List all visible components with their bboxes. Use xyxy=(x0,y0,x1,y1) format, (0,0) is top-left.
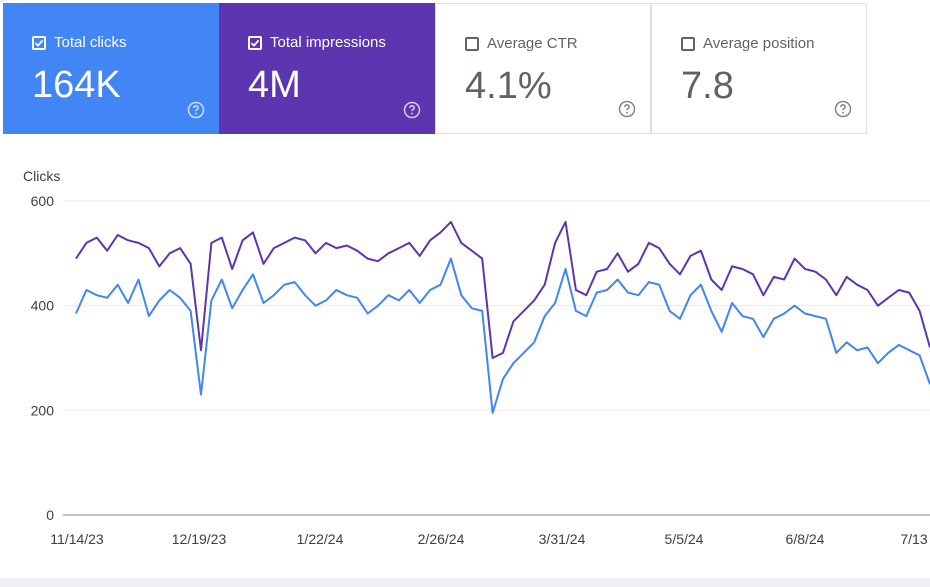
checkbox-unchecked-icon[interactable] xyxy=(681,37,695,51)
x-tick-label: 6/8/24 xyxy=(786,531,825,547)
total-clicks-card[interactable]: Total clicks 164K xyxy=(3,3,219,134)
card-header: Total clicks xyxy=(32,32,127,54)
x-tick-label: 2/26/24 xyxy=(418,531,465,547)
card-label: Average CTR xyxy=(487,35,578,52)
help-icon[interactable] xyxy=(403,101,421,119)
card-label: Total clicks xyxy=(54,34,127,51)
help-icon[interactable] xyxy=(834,100,852,118)
help-icon[interactable] xyxy=(618,100,636,118)
checkbox-checked-icon[interactable] xyxy=(32,36,46,50)
total-impressions-card[interactable]: Total impressions 4M xyxy=(219,3,435,134)
card-value: 164K xyxy=(32,64,121,106)
average-position-card[interactable]: Average position 7.8 xyxy=(651,3,867,134)
x-tick-label: 5/5/24 xyxy=(665,531,704,547)
y-tick-label: 200 xyxy=(31,402,55,418)
y-tick-label: 0 xyxy=(46,507,54,523)
card-value: 4.1% xyxy=(465,65,552,107)
x-tick-label: 1/22/24 xyxy=(297,531,344,547)
card-header: Total impressions xyxy=(248,32,386,54)
x-tick-label: 7/13 xyxy=(900,531,927,547)
x-tick-label: 12/19/23 xyxy=(172,531,227,547)
x-tick-label: 11/14/23 xyxy=(50,531,104,547)
checkbox-checked-icon[interactable] xyxy=(248,36,262,50)
card-label: Total impressions xyxy=(270,34,386,51)
y-tick-label: 600 xyxy=(31,193,55,209)
card-value: 4M xyxy=(248,64,301,106)
checkbox-unchecked-icon[interactable] xyxy=(465,37,479,51)
metric-cards: Total clicks 164K Total impressions 4M xyxy=(3,3,867,134)
x-tick-label: 3/31/24 xyxy=(539,531,586,547)
average-ctr-card[interactable]: Average CTR 4.1% xyxy=(435,3,651,134)
card-header: Average position xyxy=(681,33,814,55)
card-label: Average position xyxy=(703,35,815,52)
impressions-series-line xyxy=(75,220,930,359)
card-header: Average CTR xyxy=(465,33,578,55)
y-tick-label: 400 xyxy=(31,298,55,314)
card-value: 7.8 xyxy=(681,65,734,107)
clicks-impressions-chart: Clicks 0 200 400 600 11/14/23 12/19/23 1/22/24… xyxy=(0,150,930,560)
chart-svg: 0 200 400 600 11/14/23 12/19/23 1/22/24 2/26/24… xyxy=(31,193,930,547)
y-axis-title: Clicks xyxy=(23,168,61,184)
clicks-series-line xyxy=(75,257,930,414)
help-icon[interactable] xyxy=(187,101,205,119)
